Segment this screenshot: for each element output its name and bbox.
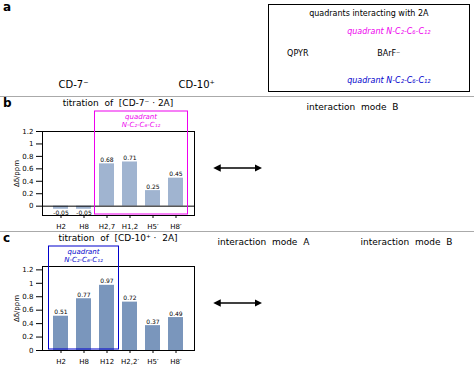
svg-text:H8: H8 <box>79 223 89 231</box>
svg-text:1.2: 1.2 <box>22 266 33 274</box>
html-text:CD-7⁻: CD-7⁻ <box>58 78 89 90</box>
html-text:quadrants interacting with 2A: quadrants interacting with 2A <box>309 9 429 18</box>
svg-text:0.2: 0.2 <box>22 333 33 341</box>
svg-text:0.68: 0.68 <box>100 156 114 163</box>
svg-text:0.6: 0.6 <box>22 165 34 173</box>
svg-text:H2,2′: H2,2′ <box>121 358 139 366</box>
html-text:quadrant N-C₂-C₆-C₁₂: quadrant N-C₂-C₆-C₁₂ <box>347 75 431 85</box>
svg-text:0.8: 0.8 <box>22 153 33 161</box>
svg-text:1: 1 <box>29 140 33 148</box>
svg-text:Δδ/ppm: Δδ/ppm <box>13 160 21 187</box>
html-text:interaction mode B: interaction mode B <box>360 237 453 247</box>
svg-text:0.49: 0.49 <box>169 310 183 317</box>
svg-text:0.4: 0.4 <box>22 320 34 328</box>
svg-text:0.25: 0.25 <box>146 183 160 190</box>
html-text:titration of [CD-7⁻ · 2A]: titration of [CD-7⁻ · 2A] <box>62 98 174 108</box>
svg-text:0.77: 0.77 <box>77 291 91 298</box>
svg-text:H5′: H5′ <box>147 358 159 366</box>
svg-text:0.51: 0.51 <box>54 308 68 315</box>
svg-text:-0.05: -0.05 <box>53 209 69 216</box>
svg-text:H8: H8 <box>79 358 89 366</box>
svg-text:H8′: H8′ <box>170 223 182 231</box>
svg-text:1: 1 <box>29 280 33 288</box>
html-text:QPYR: QPYR <box>287 49 309 58</box>
svg-text:H2: H2 <box>56 358 66 366</box>
svg-text:-0.05: -0.05 <box>76 209 92 216</box>
svg-text:quadrantN-C₂-C₆-C₁₂: quadrantN-C₂-C₆-C₁₂ <box>64 248 103 264</box>
svg-text:0.71: 0.71 <box>123 154 137 161</box>
svg-text:quadrantN-C₂-C₆-C₁₂: quadrantN-C₂-C₆-C₁₂ <box>122 113 161 129</box>
svg-text:0.97: 0.97 <box>100 277 114 284</box>
html-text:quadrant N-C₂-C₆-C₁₂: quadrant N-C₂-C₆-C₁₂ <box>347 27 431 36</box>
svg-text:0.6: 0.6 <box>22 306 34 314</box>
svg-text:Δδ/ppm: Δδ/ppm <box>13 295 21 322</box>
html-text:CD-10⁺: CD-10⁺ <box>178 78 215 90</box>
svg-text:H8′: H8′ <box>170 358 182 366</box>
html-text:interaction mode A: interaction mode A <box>217 237 310 247</box>
svg-text:0.45: 0.45 <box>169 170 183 177</box>
svg-text:0: 0 <box>29 347 33 355</box>
html-text:interaction mode B: interaction mode B <box>306 102 399 112</box>
svg-text:1.2: 1.2 <box>22 128 33 136</box>
html-text:titration of [CD-10⁺ · 2A]: titration of [CD-10⁺ · 2A] <box>58 233 178 243</box>
svg-text:H1,2: H1,2 <box>122 223 138 231</box>
html-text:c: c <box>3 231 11 245</box>
html-text:a: a <box>3 0 12 14</box>
svg-text:0.37: 0.37 <box>146 318 160 325</box>
svg-text:0: 0 <box>29 202 33 210</box>
html-text:b: b <box>3 96 12 110</box>
svg-text:0.8: 0.8 <box>22 293 33 301</box>
svg-text:0.2: 0.2 <box>22 190 33 198</box>
svg-text:0.72: 0.72 <box>123 294 137 301</box>
svg-text:H2,7: H2,7 <box>99 223 115 231</box>
svg-text:H2: H2 <box>56 223 66 231</box>
svg-text:H12: H12 <box>100 358 114 366</box>
svg-text:0.4: 0.4 <box>22 178 34 186</box>
svg-text:H5′: H5′ <box>147 223 159 231</box>
html-text:BArF⁻: BArF⁻ <box>377 49 401 58</box>
